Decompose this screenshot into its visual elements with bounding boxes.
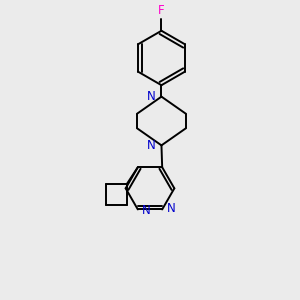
Text: F: F: [158, 4, 165, 17]
Text: N: N: [146, 90, 155, 103]
Text: N: N: [142, 204, 151, 217]
Text: N: N: [167, 202, 175, 215]
Text: N: N: [146, 140, 155, 152]
